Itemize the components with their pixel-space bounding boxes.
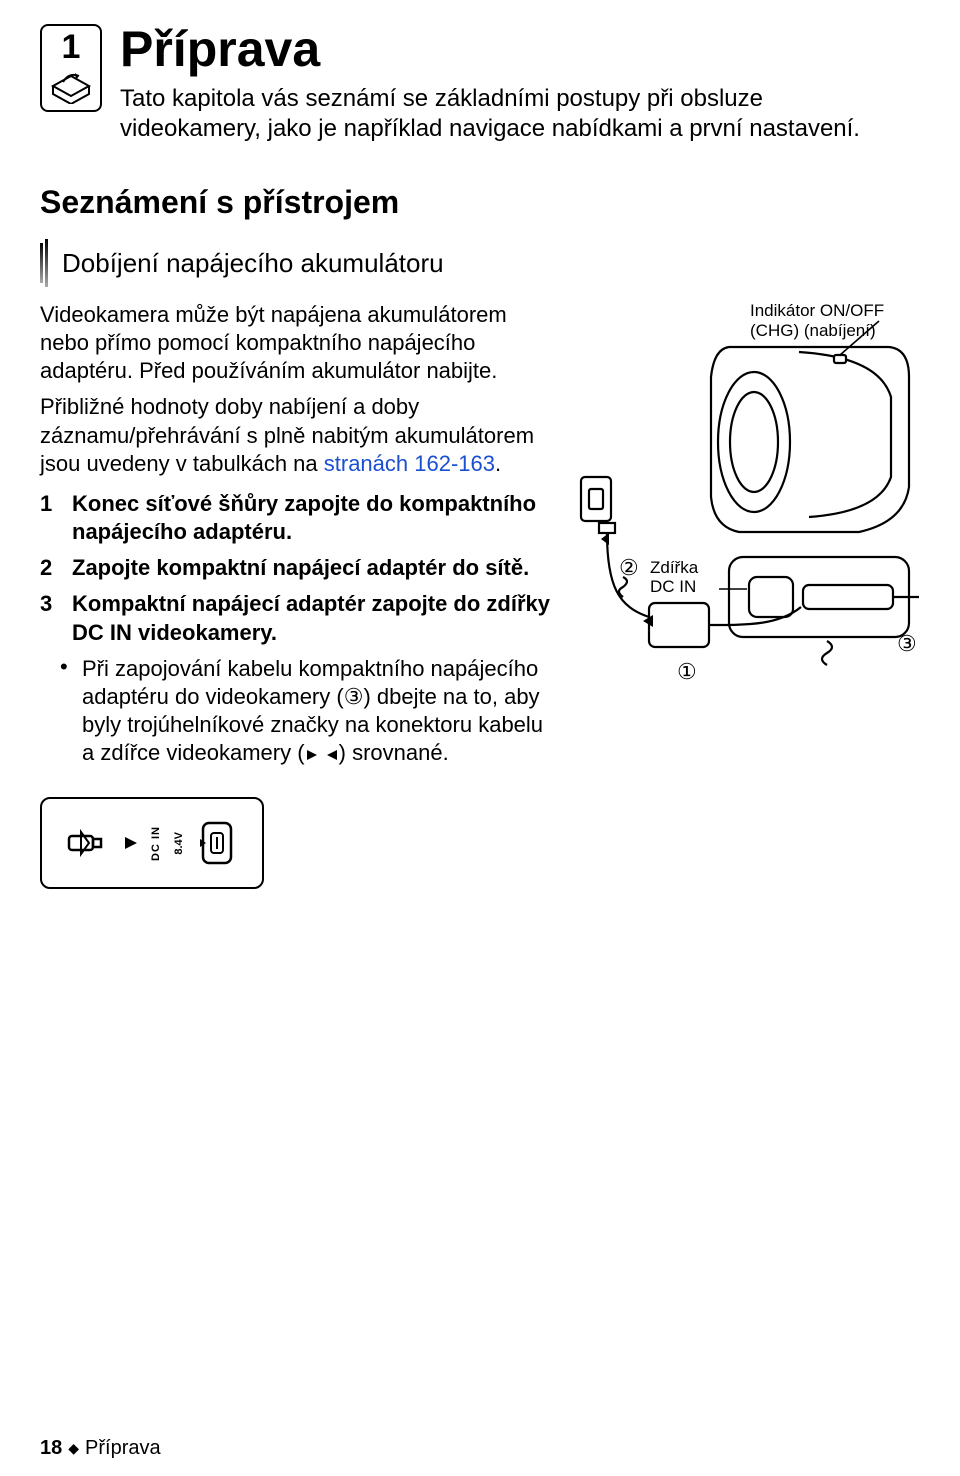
page-number: 18 <box>40 1437 62 1460</box>
plug-labels: DC IN <box>151 826 162 861</box>
bullet-c: ) srovnané. <box>339 740 449 765</box>
chapter-number: 1 <box>62 30 81 64</box>
body-columns: Videokamera může být napájena akumulátor… <box>40 301 920 889</box>
steps-list: 1 Konec síťové šňůry zapojte do kompaktn… <box>40 490 560 767</box>
right-column: Indikátor ON/OFF (CHG) (nabíjení) <box>578 301 920 889</box>
step-3-text: Kompaktní napájecí adaptér zapojte do zd… <box>72 590 560 646</box>
page: 1 Příprava Tato kapitola vás seznámí se … <box>0 0 960 1476</box>
subsection-title: Dobíjení napájecího akumulátoru <box>62 248 444 279</box>
chapter-description: Tato kapitola vás seznámí se základními … <box>120 84 900 144</box>
dc-in-label: DC IN <box>151 826 162 861</box>
bullet-circled-3: ③ <box>344 684 364 709</box>
circled-2-icon: ② <box>619 555 639 580</box>
footer-section: Příprava <box>85 1437 161 1460</box>
step-2: 2 Zapojte kompaktní napájecí adaptér do … <box>40 554 560 582</box>
chapter-title: Příprava <box>120 24 900 74</box>
page-footer: 18 ◆ Příprava <box>40 1437 161 1460</box>
triangle-left-icon <box>325 748 339 762</box>
chapter-header: 1 Příprava Tato kapitola vás seznámí se … <box>40 24 920 144</box>
step-3-num: 3 <box>40 590 62 646</box>
chapter-badge: 1 <box>40 24 102 112</box>
sub-bullet: • Při zapojování kabelu kompaktního napá… <box>60 655 560 768</box>
jack-label-line1: Zdířka <box>650 559 698 578</box>
circled-3-icon: ③ <box>897 631 917 656</box>
bullet-bars-icon <box>40 239 50 287</box>
bullet-dot-icon: • <box>60 655 72 768</box>
connector-alignment-icon: DC IN 8.4V <box>40 797 264 889</box>
subheading: Seznámení s přístrojem <box>40 184 920 221</box>
para-1: Videokamera může být napájena akumulátor… <box>40 301 560 385</box>
step-2-num: 2 <box>40 554 62 582</box>
jack-socket-icon <box>197 819 237 867</box>
step-3: 3 Kompaktní napájecí adaptér zapojte do … <box>40 590 560 646</box>
cable-plug-right-icon <box>67 820 113 866</box>
camera-diagram: ③ <box>578 307 920 787</box>
step-1-num: 1 <box>40 490 62 546</box>
arrow-right-icon <box>123 834 141 852</box>
circled-1-icon: ① <box>677 659 697 684</box>
chapter-text: Příprava Tato kapitola vás seznámí se zá… <box>120 24 900 144</box>
step-2-text: Zapojte kompaktní napájecí adaptér do sí… <box>72 554 529 582</box>
plug-volt: 8.4V <box>172 832 186 855</box>
volt-label: 8.4V <box>173 832 185 855</box>
jack-label: Zdířka DC IN <box>650 559 698 596</box>
chapter-badge-inner: 1 <box>40 24 102 112</box>
diamond-icon: ◆ <box>68 1440 79 1457</box>
box-open-icon <box>49 70 93 104</box>
sub-bullet-text: Při zapojování kabelu kompaktního napáje… <box>82 655 560 768</box>
triangle-right-icon <box>305 748 319 762</box>
subsection-row: Dobíjení napájecího akumulátoru <box>40 239 920 287</box>
page-ref-link[interactable]: stranách 162-163 <box>324 451 495 476</box>
left-column: Videokamera může být napájena akumulátor… <box>40 301 560 889</box>
para-2: Přibližné hodnoty doby nabíjení a doby z… <box>40 393 560 477</box>
para-2b: . <box>495 451 501 476</box>
step-1: 1 Konec síťové šňůry zapojte do kompaktn… <box>40 490 560 546</box>
jack-label-line2: DC IN <box>650 578 698 597</box>
step-1-text: Konec síťové šňůry zapojte do kompaktníh… <box>72 490 560 546</box>
